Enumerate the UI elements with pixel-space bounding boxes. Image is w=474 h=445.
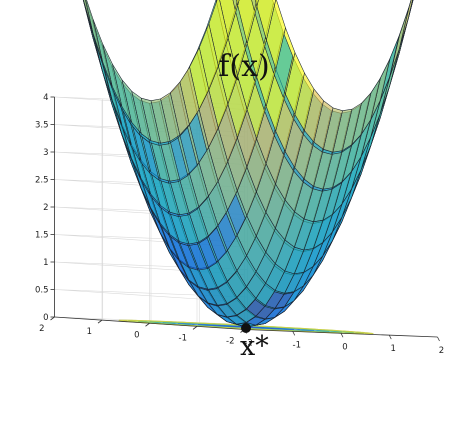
surface-patch-0-1 — [232, 0, 238, 10]
chart-title: f(x) — [218, 49, 269, 84]
x-tick-label-2: 0 — [342, 342, 347, 352]
z-tick-label-1: 0.5 — [35, 286, 49, 296]
surface-patch-18-19 — [236, 0, 240, 6]
z-tick-label-5: 2.5 — [35, 176, 49, 186]
surface-patch-19-3 — [389, 7, 410, 77]
y-tick-label-3: 1 — [87, 327, 92, 337]
surface-patch-19-1 — [408, 0, 414, 17]
z-tick-label-4: 2 — [43, 203, 48, 213]
surface-patch-2-19 — [83, 0, 94, 33]
x-tick-mark — [388, 334, 392, 340]
y-tick-mark — [97, 319, 103, 324]
x-tick-label-4: 2 — [439, 346, 444, 356]
x-tick-label-1: -1 — [293, 340, 301, 350]
z-tick-label-2: 1 — [43, 258, 48, 268]
y-tick-mark — [50, 316, 55, 321]
surface-patch-1-0 — [251, 0, 258, 11]
x-tick-label-3: 1 — [391, 344, 396, 354]
y-tick-label-1: -1 — [179, 333, 187, 343]
surface-patch-19-18 — [255, 0, 259, 7]
y-tick-label-0: -2 — [226, 337, 234, 347]
z-tick-label-3: 1.5 — [35, 231, 49, 241]
surface-patch-19-16 — [266, 0, 286, 70]
x-tick-label-0: -2 — [244, 339, 252, 349]
y-tick-label-2: 0 — [134, 330, 139, 340]
z-tick-label-0: 0 — [43, 313, 48, 323]
surface-patch-18-18 — [237, 0, 258, 44]
surface-patch-4-19 — [92, 19, 113, 87]
x-tick-mark — [340, 333, 344, 338]
minimum-marker — [241, 323, 251, 333]
y-tick-mark — [145, 322, 150, 327]
minimum-label: x* — [240, 331, 269, 362]
y-tick-label-4: 2 — [39, 324, 44, 334]
z-tick-label-7: 3.5 — [35, 121, 49, 131]
surface-mesh — [82, 0, 414, 328]
surface-patch-1-18 — [82, 0, 94, 38]
y-tick-mark — [192, 326, 198, 330]
z-tick-label-6: 3 — [43, 148, 48, 158]
surface-patch-19-17 — [256, 0, 276, 41]
x-tick-mark — [437, 336, 440, 342]
x-tick-mark — [292, 331, 296, 336]
z-tick-label-8: 4 — [43, 93, 48, 103]
minimum-point — [241, 323, 251, 333]
